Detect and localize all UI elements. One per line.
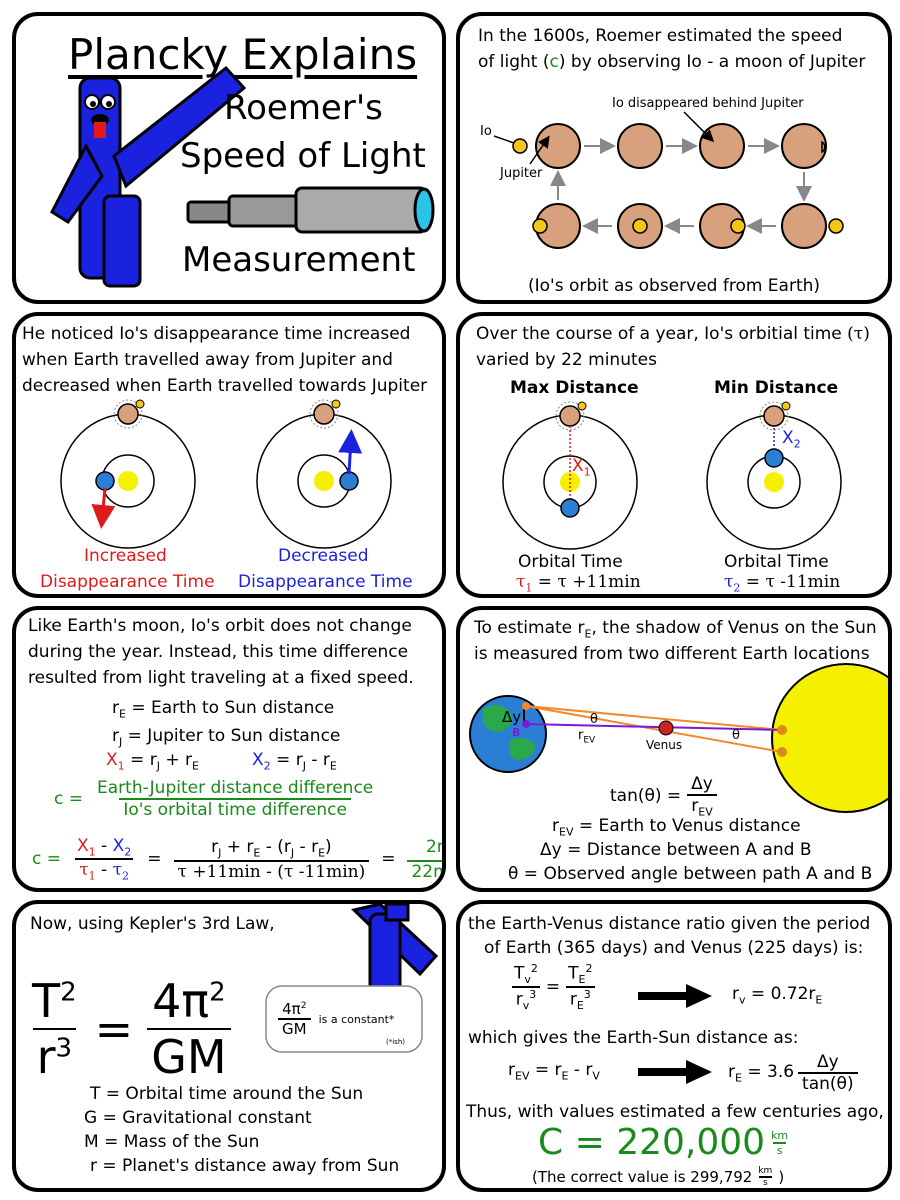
title: Plancky Explains	[68, 30, 418, 79]
re-definition: rE = Earth to Sun distance	[112, 698, 335, 721]
left-caption1: Increased	[84, 546, 167, 566]
def-rev: rEV = Earth to Venus distance	[552, 816, 801, 839]
text-line1: He noticed Io's disappearance time incre…	[22, 324, 411, 344]
theta-left: θ	[590, 712, 598, 727]
kepler-intro: Now, using Kepler's 3rd Law,	[30, 914, 275, 934]
def-dy: Δy = Distance between A and B	[540, 840, 812, 860]
text-line4: Thus, with values estimated a few centur…	[466, 1102, 884, 1122]
max-equation: τ1 = τ +11min	[516, 572, 641, 595]
text-line2: of Earth (365 days) and Venus (225 days)…	[484, 938, 864, 958]
venus-shadow-diagram	[469, 663, 888, 813]
x1-label: X1	[572, 456, 591, 479]
panel-venus-shadow: To estimate rE, the shadow of Venus on t…	[456, 606, 892, 892]
io-orbit-diagram	[493, 111, 844, 249]
c-derivation: c = X1 - X2 τ1 - τ2 = rJ + rE - (rJ - rE)…	[32, 836, 442, 883]
intro-line2: of light (c) by observing Io - a moon of…	[478, 52, 866, 72]
intro-line1: In the 1600s, Roemer estimated the speed	[478, 26, 843, 46]
right-caption2: Disappearance Time	[238, 572, 413, 592]
distance-diagrams	[502, 401, 842, 550]
panel-kepler: Now, using Kepler's 3rd Law, T2 r3 = 4π2 G…	[12, 900, 446, 1192]
jupiter-bot-2	[617, 203, 663, 249]
def-t: T = Orbital time around the Sun	[90, 1084, 364, 1104]
bubble-note: (*ish)	[386, 1038, 405, 1046]
min-title: Min Distance	[714, 378, 839, 398]
c-value: C = 220,000 km s	[538, 1122, 789, 1163]
arrows	[638, 984, 712, 1084]
text-line1: Like Earth's moon, Io's orbit does not c…	[28, 616, 412, 636]
text-line3: resulted from light traveling at a fixed…	[28, 668, 414, 688]
venus-label: Venus	[646, 738, 683, 752]
panel-title: Plancky Explains Roemer's Speed of Light…	[12, 12, 446, 304]
min-equation: τ2 = τ -11min	[724, 572, 841, 595]
jupiter-bot-1	[532, 203, 581, 249]
rev-diagram-label: rEV	[578, 728, 596, 746]
text-line1: To estimate rE, the shadow of Venus on t…	[474, 618, 877, 641]
plancky-figure	[50, 65, 247, 288]
left-caption2: Disappearance Time	[40, 572, 215, 592]
panel-earth-motion: He noticed Io's disappearance time incre…	[12, 312, 446, 598]
max-orbital-time: Orbital Time	[518, 552, 623, 572]
rj-definition: rJ = Jupiter to Sun distance	[112, 726, 341, 749]
constant-bubble: 4π2 GM is a constant*	[278, 1000, 394, 1038]
def-m: M = Mass of the Sun	[84, 1132, 260, 1152]
sun-shape	[771, 663, 888, 813]
text-line2: is measured from two different Earth loc…	[474, 644, 870, 664]
x2-label: X2	[782, 428, 801, 451]
earth-orbit-diagrams	[60, 399, 392, 549]
subtitle-line3: Measurement	[182, 240, 416, 280]
plancky-character	[50, 65, 435, 288]
panel-speed-formula: Like Earth's moon, Io's orbit does not c…	[12, 606, 446, 892]
plancky-small	[265, 904, 439, 1053]
jupiter-bot-3	[699, 203, 746, 249]
b-label: B	[512, 726, 521, 739]
jupiter-top-2	[617, 123, 663, 169]
dy-label: Δy	[502, 708, 522, 726]
subtitle-line2: Speed of Light	[180, 136, 426, 176]
ratio-equation: Tv2 rv3 = TE2 rE3	[510, 962, 597, 1012]
c-definition: c = Earth-Jupiter distance difference Io'…	[54, 778, 374, 820]
left-orbit	[60, 399, 196, 549]
rv-result: rv = 0.72rE	[732, 984, 823, 1007]
text-line1: the Earth-Venus distance ratio given the…	[468, 914, 871, 934]
panel-result: the Earth-Venus distance ratio given the…	[456, 900, 892, 1192]
text-line1: Over the course of a year, Io's orbitial…	[476, 324, 870, 344]
rev-equation: rEV = rE - rV	[508, 1060, 600, 1083]
right-caption1: Decreased	[278, 546, 369, 566]
text-line3: which gives the Earth-Sun distance as:	[468, 1028, 799, 1048]
panel-orbital-time: Over the course of a year, Io's orbitial…	[456, 312, 892, 598]
text-line2: during the year. Instead, this time diff…	[28, 642, 409, 662]
tan-equation: tan(θ) = Δy rEV	[610, 774, 717, 818]
x2-definition: X2 = rJ - rE	[252, 750, 337, 773]
text-line2: when Earth travelled away from Jupiter a…	[22, 350, 393, 370]
jupiter-top-1	[512, 123, 581, 169]
io-label: Io	[480, 124, 492, 139]
panel-io-orbit: In the 1600s, Roemer estimated the speed…	[456, 12, 892, 304]
max-title: Max Distance	[510, 378, 639, 398]
behind-label: Io disappeared behind Jupiter	[612, 96, 804, 111]
subtitle-line1: Roemer's	[224, 88, 383, 128]
io-caption: (Io's orbit as observed from Earth)	[528, 276, 821, 296]
def-r: r = Planet's distance away from Sun	[90, 1156, 400, 1176]
jupiter-top-3	[699, 123, 745, 169]
right-orbit	[256, 399, 392, 549]
min-orbit	[706, 401, 842, 550]
min-orbital-time: Orbital Time	[724, 552, 829, 572]
jupiter-bot-4	[781, 203, 844, 249]
text-line2: varied by 22 minutes	[476, 350, 657, 370]
telescope-icon	[186, 186, 435, 234]
max-orbit	[502, 401, 638, 550]
jupiter-label: Jupiter	[500, 166, 543, 181]
x1-definition: X1 = rJ + rE	[106, 750, 199, 773]
earth-shape	[469, 695, 547, 773]
jupiter-top-4	[781, 123, 827, 169]
def-g: G = Gravitational constant	[84, 1108, 312, 1128]
def-theta: θ = Observed angle between path A and B	[508, 864, 873, 884]
correct-value: (The correct value is 299,792 km s )	[532, 1166, 785, 1188]
kepler-equation: T2 r3 = 4π2 GM	[28, 974, 231, 1084]
theta-right: θ	[732, 728, 740, 743]
re-result: rE = 3.6 Δy tan(θ)	[728, 1052, 858, 1094]
text-line3: decreased when Earth travelled towards J…	[22, 376, 428, 396]
